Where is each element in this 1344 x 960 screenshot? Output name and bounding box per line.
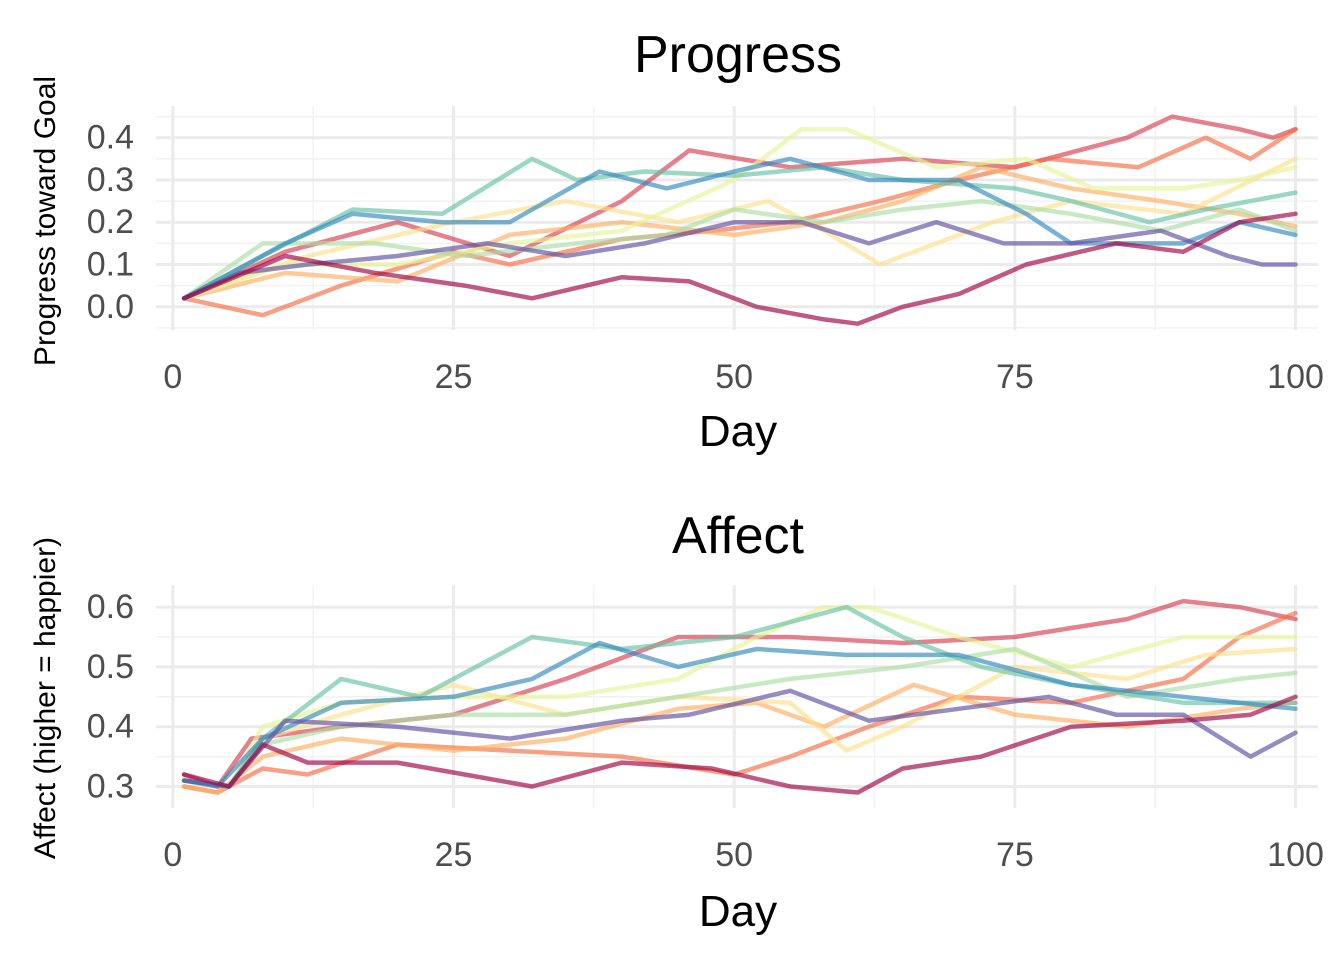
affect-xtick-label: 75 [996, 836, 1034, 874]
progress-xtick-label: 50 [715, 358, 753, 396]
affect-xtick-label: 0 [163, 836, 182, 874]
affect-series-line-6 [181, 646, 1298, 789]
progress-ytick-label: 0.3 [87, 161, 134, 199]
affect-series-line-9 [181, 688, 1298, 789]
progress-series-line-7 [181, 156, 1298, 301]
affect-y-axis-label: Affect (higher = happier) [29, 537, 62, 859]
progress-title: Progress [634, 26, 842, 84]
progress-xtick-label: 0 [163, 358, 182, 396]
progress-y-axis-label: Progress toward Goal [29, 76, 62, 366]
progress-grid [156, 106, 1318, 330]
progress-xtick-label: 75 [996, 358, 1034, 396]
affect-panel: Affect 0.3 0.4 0.5 0.6 0 25 50 75 100 Da… [29, 507, 1324, 936]
affect-ytick-label: 0.6 [87, 588, 134, 626]
affect-series [181, 598, 1298, 795]
affect-xtick-label: 50 [715, 836, 753, 874]
affect-y-ticks: 0.3 0.4 0.5 0.6 [87, 588, 134, 805]
progress-series [181, 114, 1298, 326]
affect-series-line-10 [181, 694, 1298, 795]
progress-series-line-1 [181, 114, 1298, 301]
progress-xtick-label: 100 [1267, 358, 1324, 396]
progress-series-line-9 [181, 219, 1298, 301]
progress-ytick-label: 0.1 [87, 245, 134, 283]
progress-panel: Progress 0.0 0.1 0.2 0.3 0.4 0 25 50 75 … [29, 26, 1324, 456]
progress-ytick-label: 0.0 [87, 288, 134, 326]
progress-x-axis-label: Day [699, 407, 777, 456]
affect-series-line-4 [181, 646, 1298, 789]
progress-xtick-label: 25 [435, 358, 473, 396]
progress-ytick-label: 0.2 [87, 203, 134, 241]
progress-x-ticks: 0 25 50 75 100 [163, 358, 1324, 396]
progress-series-line-10 [181, 211, 1298, 326]
affect-ytick-label: 0.3 [87, 767, 134, 805]
affect-x-ticks: 0 25 50 75 100 [163, 836, 1324, 874]
affect-xtick-label: 25 [435, 836, 473, 874]
progress-ytick-label: 0.4 [87, 119, 134, 157]
progress-series-line-5 [181, 126, 1298, 301]
affect-ytick-label: 0.5 [87, 648, 134, 686]
progress-y-ticks: 0.0 0.1 0.2 0.3 0.4 [87, 119, 134, 326]
affect-ytick-label: 0.4 [87, 708, 134, 746]
affect-xtick-label: 100 [1267, 836, 1324, 874]
affect-title: Affect [672, 507, 805, 565]
affect-x-axis-label: Day [699, 887, 777, 936]
progress-series-line-6 [181, 198, 1298, 301]
